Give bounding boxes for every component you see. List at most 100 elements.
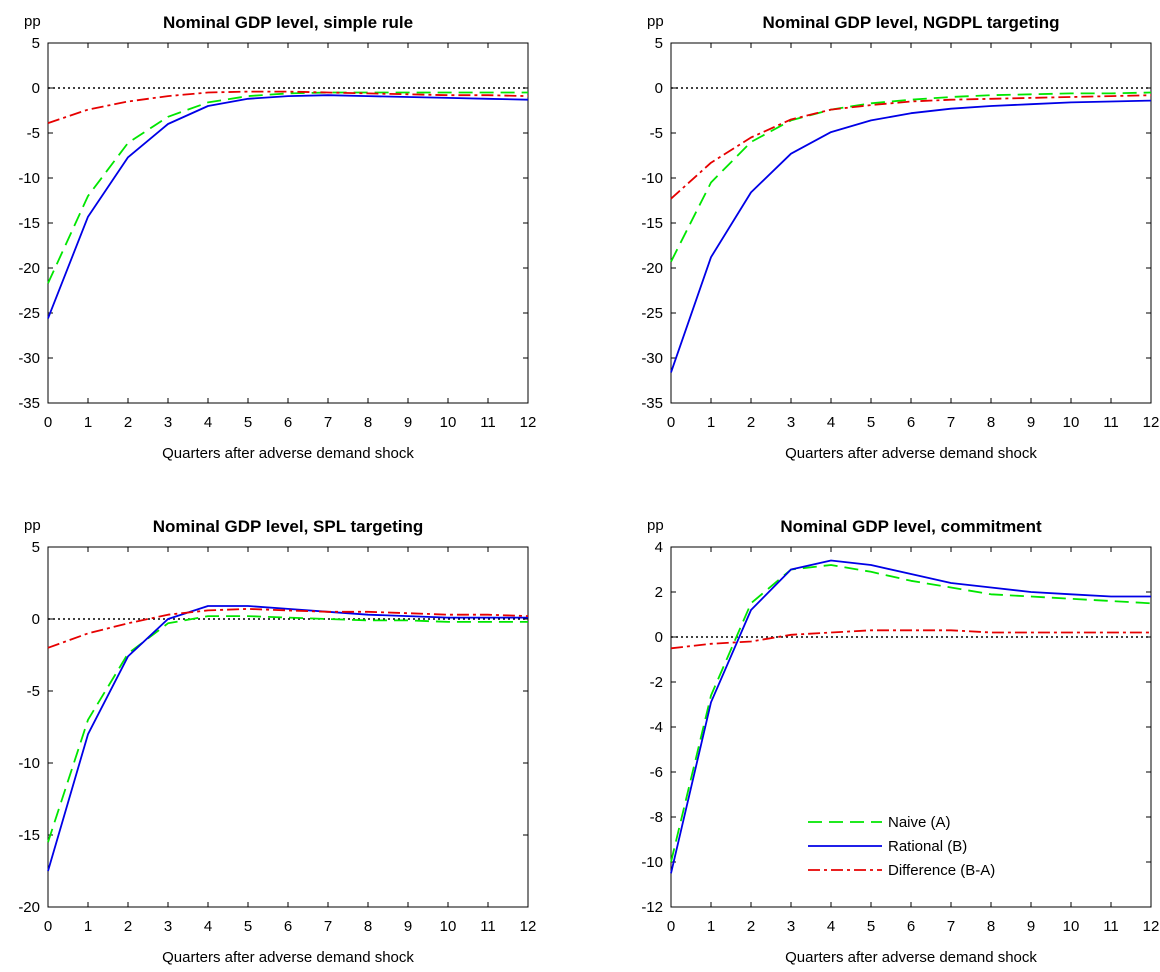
panel-commitment: pp Nominal GDP level, commitment Quarter…: [641, 517, 1159, 966]
unit-label: pp: [647, 13, 664, 30]
x-tick-label: 12: [520, 414, 537, 431]
x-tick-label: 10: [440, 918, 457, 935]
panel-title: Nominal GDP level, NGDPL targeting: [763, 13, 1060, 32]
series-line-difference: [47, 608, 529, 649]
series-line-naive: [47, 91, 528, 284]
y-tick-label: 2: [655, 584, 663, 601]
panel-ngdpl-targeting: pp Nominal GDP level, NGDPL targeting Qu…: [641, 13, 1159, 462]
y-tick-label: 0: [32, 611, 40, 628]
series-line-rational: [670, 559, 1151, 874]
x-tick-label: 9: [1027, 918, 1035, 935]
panel-title: Nominal GDP level, simple rule: [163, 13, 413, 32]
x-tick-label: 8: [364, 918, 372, 935]
y-tick-label: -6: [650, 764, 663, 781]
x-tick-label: 12: [1143, 918, 1160, 935]
y-tick-label: 5: [32, 539, 40, 556]
x-tick-label: 2: [124, 414, 132, 431]
x-tick-label: 0: [667, 414, 675, 431]
x-tick-label: 11: [480, 918, 496, 935]
x-tick-label: 5: [244, 414, 252, 431]
x-tick-label: 6: [284, 918, 292, 935]
x-tick-label: 8: [364, 414, 372, 431]
x-axis-label: Quarters after adverse demand shock: [785, 445, 1037, 462]
x-tick-label: 3: [164, 918, 172, 935]
x-axis-label: Quarters after adverse demand shock: [162, 445, 414, 462]
series-line-naive: [670, 91, 1152, 263]
x-tick-label: 1: [84, 414, 92, 431]
x-tick-label: 7: [947, 918, 955, 935]
y-tick-label: 0: [655, 80, 663, 97]
y-tick-label: -10: [18, 170, 40, 187]
series-line-difference: [670, 94, 1152, 200]
plot-frame: [670, 42, 1152, 404]
y-tick-label: -15: [18, 215, 40, 232]
y-tick-label: -15: [641, 215, 663, 232]
y-tick-label: -20: [18, 899, 40, 916]
series-line-difference: [670, 629, 1151, 650]
y-tick-label: -5: [27, 125, 40, 142]
x-tick-label: 1: [707, 918, 715, 935]
y-tick-label: -12: [641, 899, 663, 916]
y-tick-label: -35: [18, 395, 40, 412]
x-tick-label: 2: [747, 414, 755, 431]
x-tick-label: 10: [440, 414, 457, 431]
x-tick-label: 10: [1063, 414, 1080, 431]
x-tick-label: 7: [947, 414, 955, 431]
x-tick-label: 4: [827, 414, 835, 431]
y-tick-label: -2: [650, 674, 663, 691]
y-tick-label: 0: [32, 80, 40, 97]
x-axis-label: Quarters after adverse demand shock: [162, 949, 414, 966]
series-line-rational: [47, 605, 528, 872]
x-tick-label: 7: [324, 414, 332, 431]
y-tick-label: -30: [18, 350, 40, 367]
x-tick-label: 11: [1103, 918, 1119, 935]
x-tick-label: 4: [827, 918, 835, 935]
x-tick-label: 2: [747, 918, 755, 935]
y-tick-label: -35: [641, 395, 663, 412]
x-tick-label: 12: [1143, 414, 1160, 431]
x-tick-label: 10: [1063, 918, 1080, 935]
x-tick-label: 2: [124, 918, 132, 935]
x-axis-label: Quarters after adverse demand shock: [785, 949, 1037, 966]
series-line-naive: [47, 615, 528, 843]
y-tick-label: -10: [641, 854, 663, 871]
legend-label-rational: Rational (B): [888, 838, 967, 855]
x-tick-label: 6: [907, 414, 915, 431]
y-tick-label: 5: [32, 35, 40, 52]
y-tick-label: 4: [655, 539, 663, 556]
x-tick-label: 0: [44, 414, 52, 431]
x-tick-label: 7: [324, 918, 332, 935]
x-tick-label: 9: [1027, 414, 1035, 431]
x-tick-label: 9: [404, 414, 412, 431]
y-tick-label: -8: [650, 809, 663, 826]
y-tick-label: 5: [655, 35, 663, 52]
unit-label: pp: [647, 517, 664, 534]
x-tick-label: 1: [84, 918, 92, 935]
x-tick-label: 12: [520, 918, 537, 935]
x-tick-label: 4: [204, 414, 212, 431]
y-tick-label: -10: [641, 170, 663, 187]
y-tick-label: -5: [27, 683, 40, 700]
y-tick-label: -10: [18, 755, 40, 772]
x-tick-label: 4: [204, 918, 212, 935]
y-tick-label: -20: [18, 260, 40, 277]
series-line-naive: [670, 564, 1152, 863]
x-tick-label: 11: [1103, 414, 1119, 431]
legend: Naive (A) Rational (B) Difference (B-A): [808, 814, 995, 879]
x-tick-label: 8: [987, 918, 995, 935]
panel-spl-targeting: pp Nominal GDP level, SPL targeting Quar…: [18, 517, 536, 966]
legend-label-difference: Difference (B-A): [888, 862, 995, 879]
x-tick-label: 0: [667, 918, 675, 935]
y-tick-label: -25: [641, 305, 663, 322]
y-tick-label: 0: [655, 629, 663, 646]
x-tick-label: 3: [164, 414, 172, 431]
panel-simple-rule: pp Nominal GDP level, simple rule Quarte…: [18, 13, 536, 462]
x-tick-label: 9: [404, 918, 412, 935]
x-tick-label: 11: [480, 414, 496, 431]
y-tick-label: -20: [641, 260, 663, 277]
x-tick-label: 3: [787, 918, 795, 935]
legend-label-naive: Naive (A): [888, 814, 951, 831]
x-tick-label: 0: [44, 918, 52, 935]
y-tick-label: -25: [18, 305, 40, 322]
